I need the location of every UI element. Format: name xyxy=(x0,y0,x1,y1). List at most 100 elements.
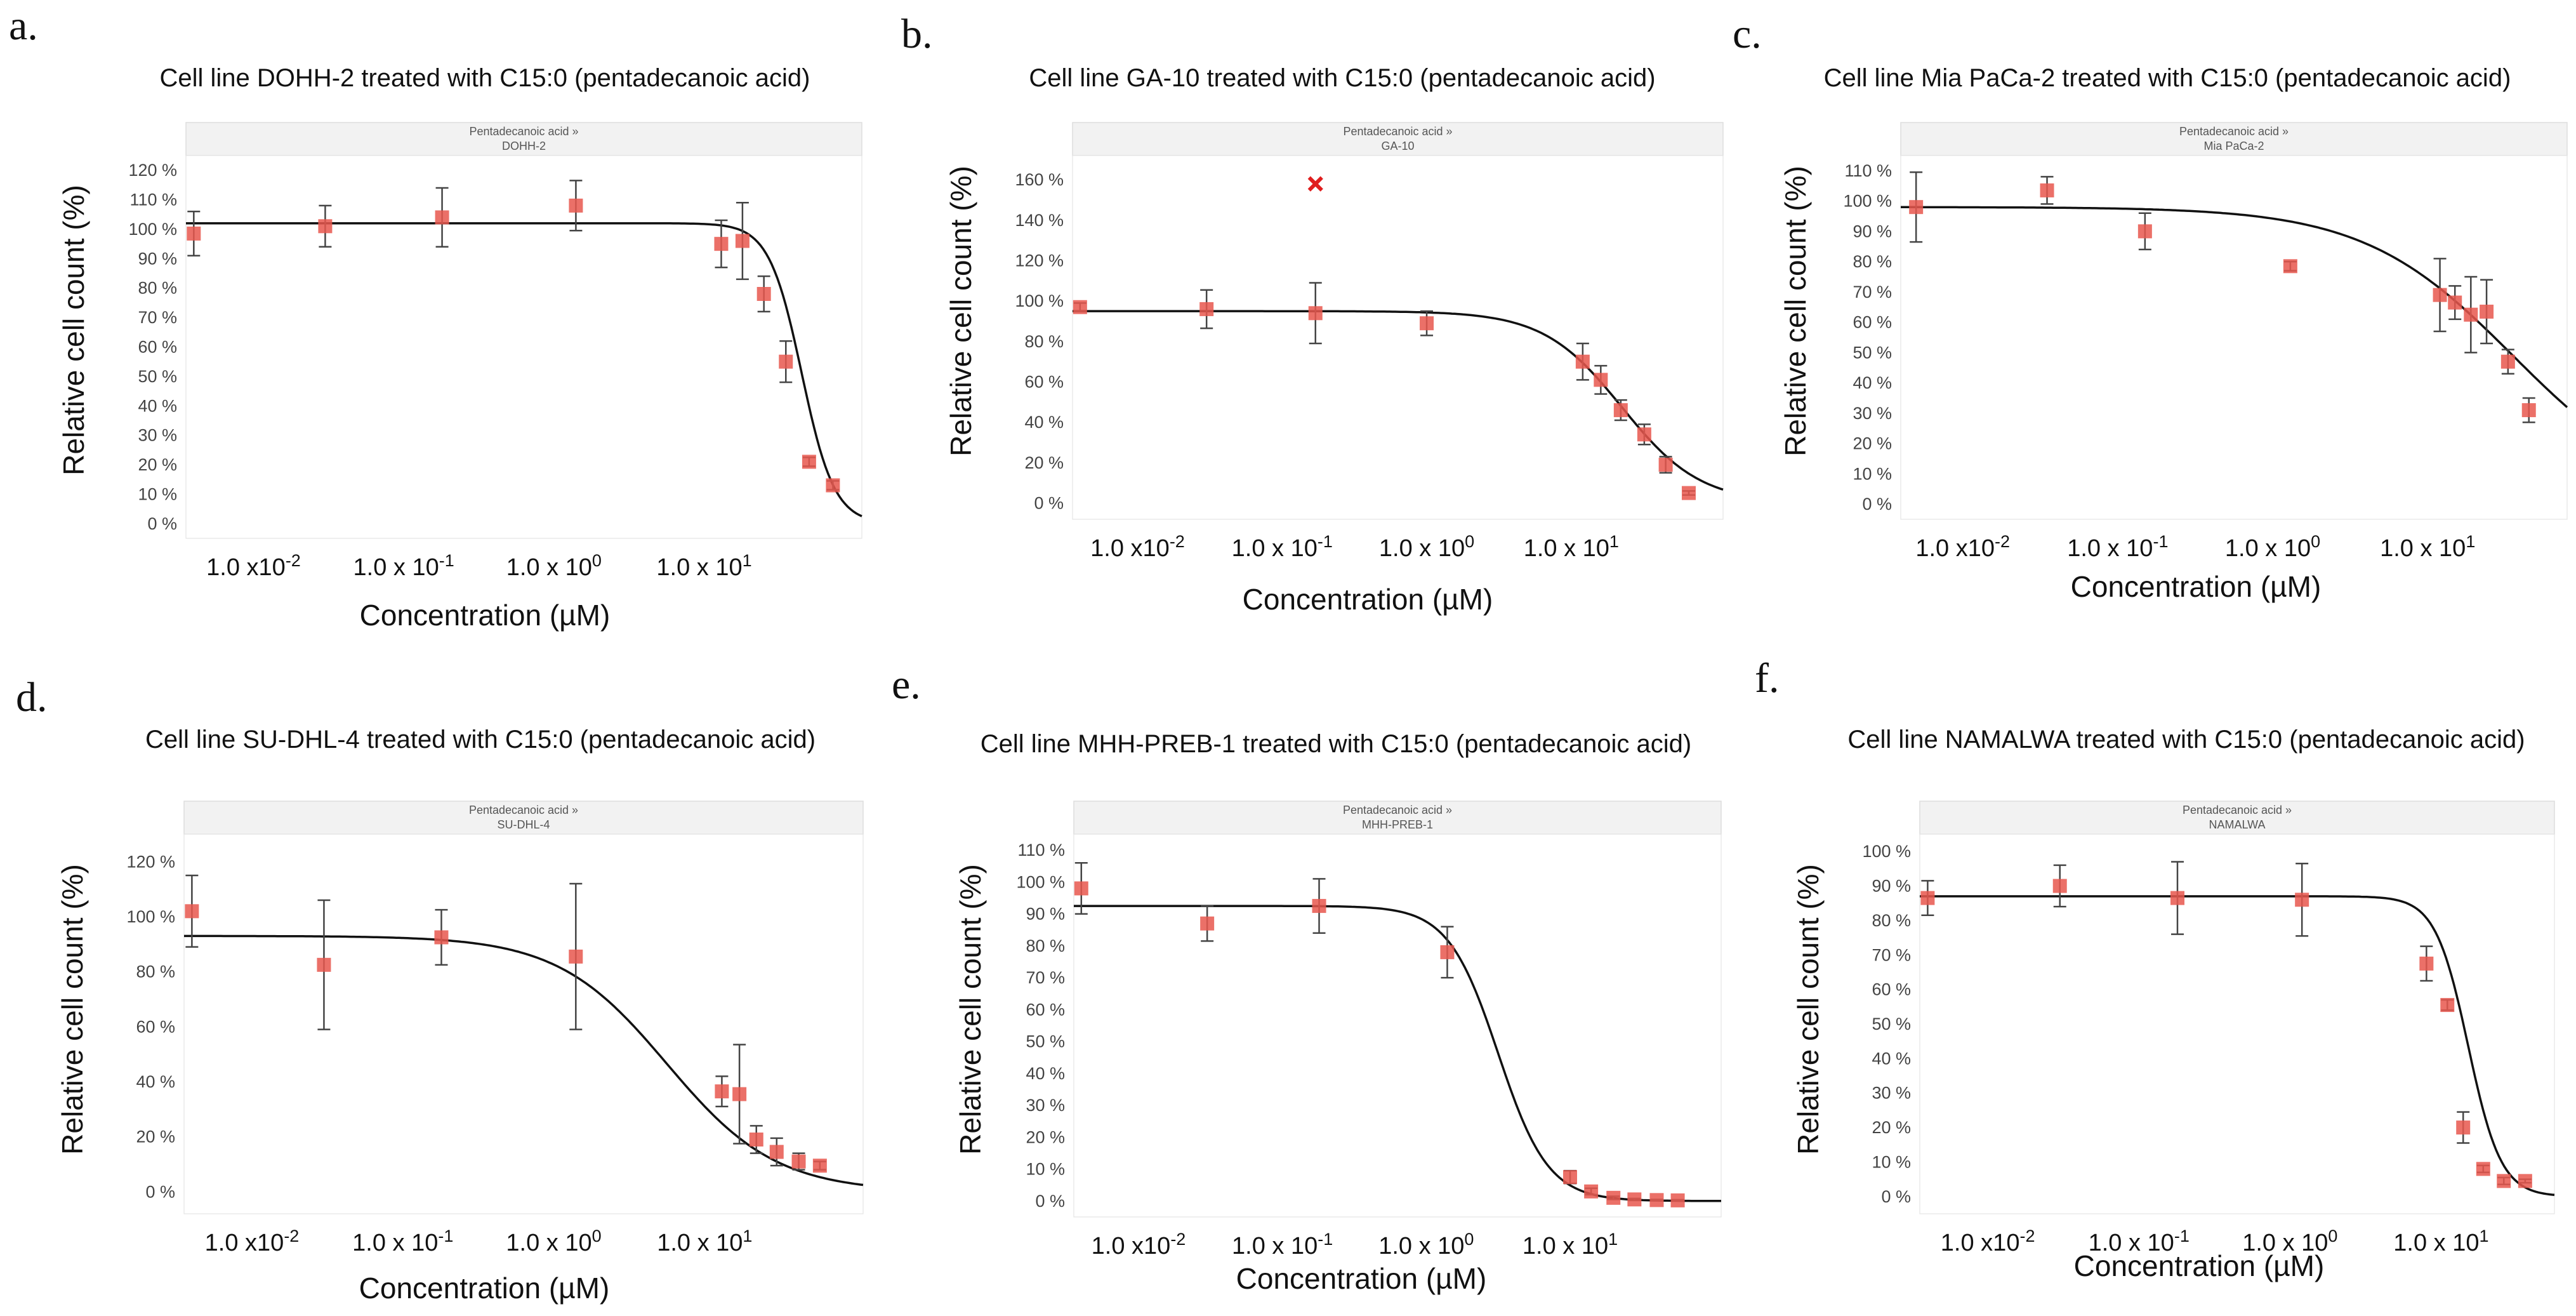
facet-strip-line-2: MHH-PREB-1 xyxy=(1362,818,1433,831)
data-point xyxy=(1649,1193,1664,1207)
y-tick-label: 20 % xyxy=(1024,453,1064,472)
plot-area xyxy=(185,155,862,539)
facet-strip xyxy=(1919,801,2555,835)
y-tick-label: 100 % xyxy=(128,220,177,239)
data-point xyxy=(2497,1174,2511,1188)
data-point xyxy=(1575,342,1590,381)
x-tick-label: 1.0 x10-2 xyxy=(1941,1226,2035,1256)
data-point xyxy=(317,899,331,1030)
data-marker xyxy=(2283,259,2297,274)
data-point xyxy=(1563,1169,1577,1185)
x-tick-label: 1.0 x 101 xyxy=(2380,532,2475,562)
facet-strip-line-2: DOHH-2 xyxy=(502,140,546,152)
data-point xyxy=(826,478,840,493)
data-point xyxy=(2476,1162,2490,1176)
data-point xyxy=(569,882,583,1030)
x-tick-label: 1.0 x 100 xyxy=(1379,532,1474,562)
y-tick-label: 100 % xyxy=(1843,192,1892,211)
panel-letter: c. xyxy=(1733,11,1762,57)
y-tick-label: 70 % xyxy=(1026,968,1065,987)
y-tick-label: 60 % xyxy=(1024,373,1064,392)
y-tick-label: 0 % xyxy=(1862,495,1892,514)
data-point xyxy=(779,340,793,383)
data-point xyxy=(1627,1192,1642,1207)
data-point xyxy=(2040,176,2054,205)
data-point xyxy=(2480,279,2494,345)
y-tick-label: 110 % xyxy=(1017,841,1065,860)
panel-letter: d. xyxy=(16,674,48,721)
data-point xyxy=(1670,1193,1685,1207)
y-tick-label: 90 % xyxy=(1872,877,1911,896)
data-marker xyxy=(1594,373,1608,387)
data-marker xyxy=(318,219,333,234)
data-point xyxy=(2419,945,2434,982)
y-tick-label: 40 % xyxy=(1853,373,1892,392)
data-marker xyxy=(714,237,729,251)
y-tick-label: 20 % xyxy=(136,1127,175,1147)
data-point xyxy=(1073,300,1087,314)
y-tick-label: 120 % xyxy=(128,161,177,180)
data-point xyxy=(2283,259,2297,274)
x-tick-label: 1.0 x 10-1 xyxy=(2067,532,2168,562)
plot-area xyxy=(1072,155,1724,520)
data-marker xyxy=(1681,486,1696,500)
x-axis-label: Concentration (µM) xyxy=(2071,570,2322,603)
y-tick-label: 20 % xyxy=(1026,1127,1065,1147)
x-axis-label: Concentration (µM) xyxy=(1236,1262,1487,1295)
data-marker xyxy=(1420,316,1434,331)
y-tick-label: 0 % xyxy=(1035,1192,1065,1211)
facet-strip-line-1: Pentadecanoic acid » xyxy=(1343,804,1452,816)
y-axis-label: Relative cell count (%) xyxy=(56,864,89,1155)
data-point xyxy=(434,908,449,966)
data-point xyxy=(2521,397,2536,423)
data-marker xyxy=(2480,304,2494,319)
y-axis-label: Relative cell count (%) xyxy=(1792,864,1825,1155)
y-tick-label: 10 % xyxy=(1026,1160,1065,1179)
y-tick-label: 80 % xyxy=(1872,911,1911,930)
y-tick-label: 40 % xyxy=(1026,1064,1065,1083)
data-point xyxy=(2433,258,2447,333)
data-point xyxy=(1308,282,1323,345)
y-tick-label: 40 % xyxy=(1024,413,1064,432)
data-point xyxy=(185,874,199,948)
data-marker xyxy=(1637,427,1651,442)
y-tick-label: 120 % xyxy=(1015,251,1064,270)
data-marker xyxy=(2500,354,2515,369)
y-tick-label: 100 % xyxy=(1015,291,1064,310)
data-point xyxy=(1074,861,1088,915)
data-marker xyxy=(1440,945,1455,959)
facet-strip-line-2: NAMALWA xyxy=(2209,818,2265,831)
y-tick-label: 70 % xyxy=(1872,945,1911,964)
data-marker xyxy=(1199,302,1214,316)
y-tick-label: 100 % xyxy=(126,907,175,926)
x-tick-label: 1.0 x 10-1 xyxy=(1232,1230,1333,1260)
data-point xyxy=(2464,276,2478,354)
data-marker xyxy=(1200,916,1215,931)
facet-strip-line-1: Pentadecanoic acid » xyxy=(469,125,578,138)
y-tick-label: 10 % xyxy=(1853,464,1892,483)
data-marker xyxy=(2052,879,2067,893)
data-marker xyxy=(779,354,793,369)
y-tick-label: 80 % xyxy=(136,962,175,981)
panel-letter: b. xyxy=(901,11,933,57)
data-marker xyxy=(435,210,449,225)
plot-area xyxy=(1900,155,2568,520)
data-point xyxy=(714,219,729,269)
data-point xyxy=(2137,212,2152,251)
data-marker xyxy=(732,1087,747,1101)
data-marker xyxy=(1670,1193,1685,1207)
data-point xyxy=(756,275,771,313)
y-tick-label: 70 % xyxy=(138,308,177,327)
data-marker xyxy=(1575,354,1590,369)
fit-curve xyxy=(1073,310,1724,491)
y-tick-label: 70 % xyxy=(1853,282,1892,302)
chart-title: Cell line DOHH-2 treated with C15:0 (pen… xyxy=(160,64,810,92)
data-marker xyxy=(2433,288,2447,302)
data-point xyxy=(1200,905,1215,942)
data-marker xyxy=(317,957,331,972)
data-marker xyxy=(749,1133,763,1147)
y-tick-label: 100 % xyxy=(1016,872,1065,891)
x-tick-label: 1.0 x 10-1 xyxy=(352,1226,453,1256)
y-tick-label: 40 % xyxy=(138,396,177,415)
facet-strip xyxy=(183,801,864,835)
